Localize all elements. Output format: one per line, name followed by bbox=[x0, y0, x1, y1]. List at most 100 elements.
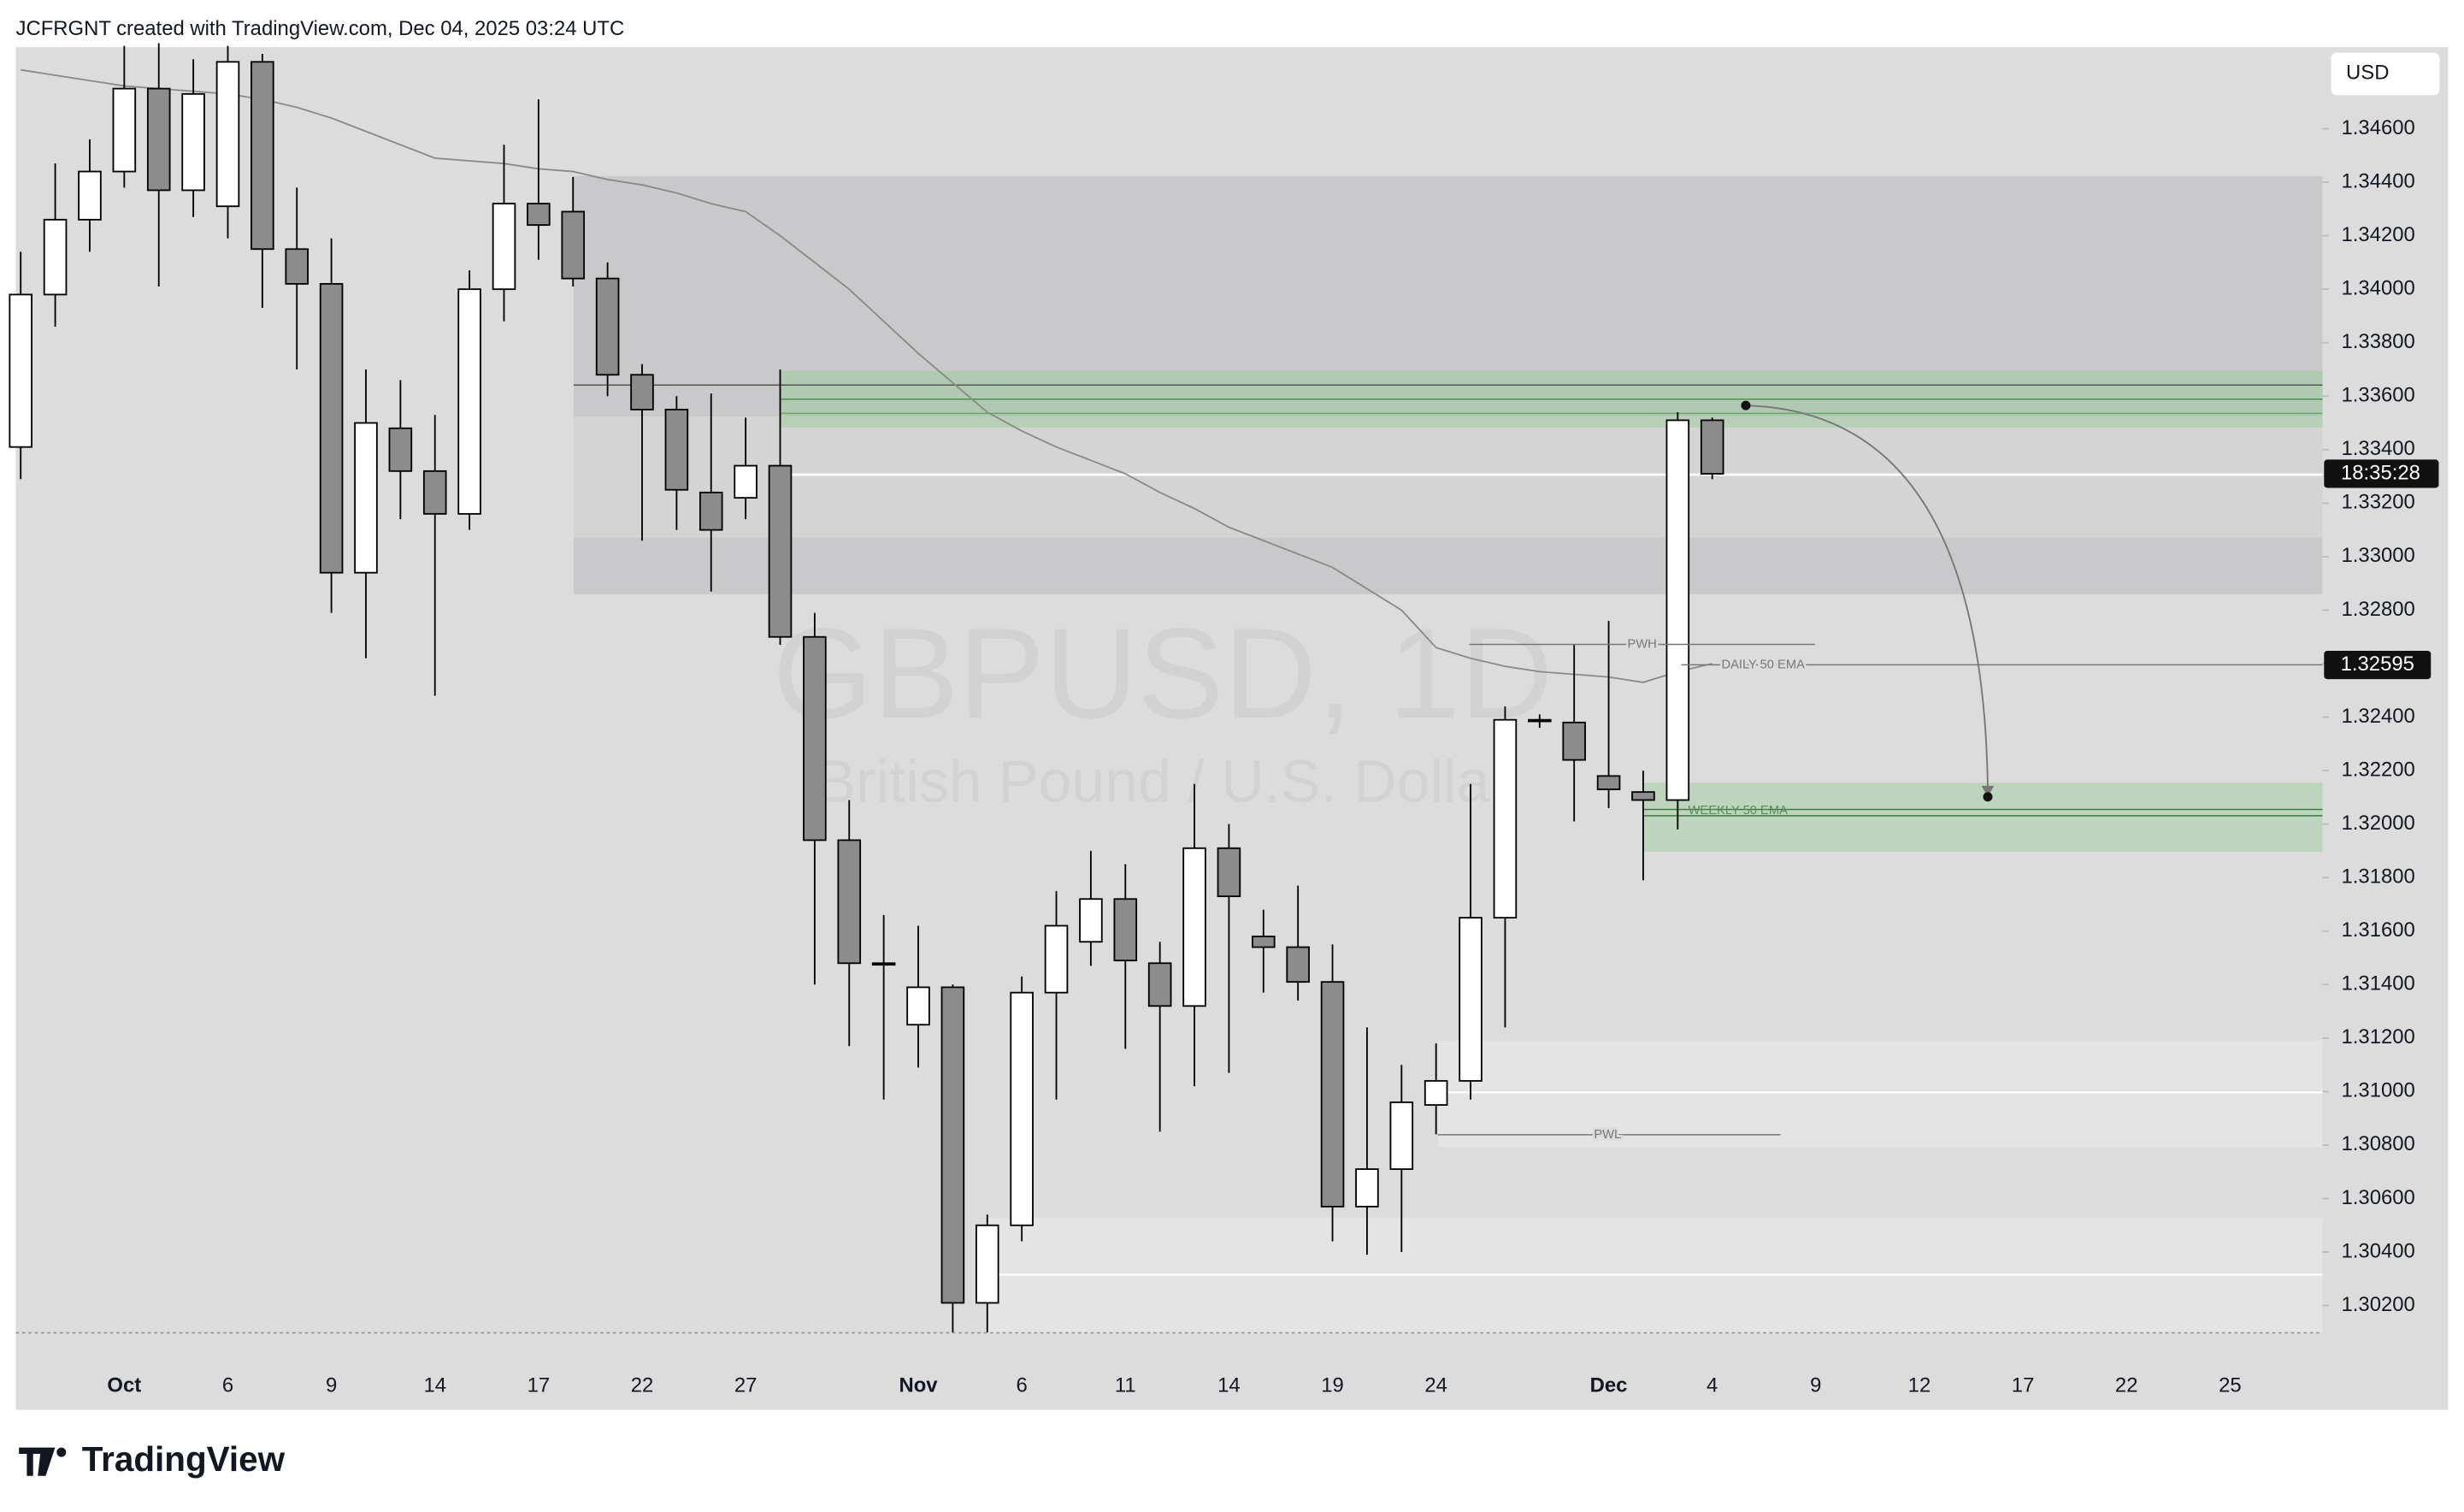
candle-body bbox=[457, 288, 481, 515]
x-tick-label: 11 bbox=[1115, 1373, 1136, 1397]
x-tick-label: Dec bbox=[1590, 1373, 1628, 1397]
candle-body bbox=[734, 464, 757, 499]
candle-body bbox=[492, 203, 516, 291]
y-tick-label: 1.30200 bbox=[2342, 1293, 2415, 1316]
candle-body bbox=[561, 210, 586, 280]
candle-body bbox=[1389, 1101, 1414, 1171]
y-tick-label: 1.31600 bbox=[2342, 918, 2415, 942]
x-tick-label: 25 bbox=[2219, 1373, 2242, 1397]
x-tick-label: 24 bbox=[1424, 1373, 1447, 1397]
light-zone bbox=[1437, 1040, 2323, 1148]
logo-dot bbox=[56, 1447, 67, 1457]
candle-body bbox=[1493, 718, 1518, 919]
candle-body bbox=[1113, 898, 1138, 962]
candle-body bbox=[1459, 917, 1483, 1082]
currency[interactable]: USD bbox=[2346, 62, 2389, 85]
candle-body bbox=[803, 635, 827, 842]
y-tick-label: 1.34000 bbox=[2342, 276, 2415, 299]
x-tick-label: Nov bbox=[899, 1373, 938, 1397]
x-tick-label: 9 bbox=[1810, 1373, 1821, 1397]
candle-body bbox=[906, 986, 930, 1026]
x-tick-label: 22 bbox=[631, 1373, 654, 1397]
y-tick-label: 1.30800 bbox=[2342, 1132, 2415, 1155]
axes: 1.34600 1.34400 1.34200 1.34000 1.33800 1.336… bbox=[107, 116, 2439, 1397]
y-tick-label: 1.33800 bbox=[2342, 330, 2415, 353]
candle-body bbox=[871, 962, 896, 966]
candle-body bbox=[1010, 991, 1034, 1226]
projection-arrow bbox=[1745, 405, 1989, 791]
ema-line bbox=[21, 68, 1712, 683]
countdown: 18:35:28 bbox=[2341, 461, 2420, 484]
candle-body bbox=[388, 427, 413, 472]
candle-body bbox=[319, 282, 344, 574]
pwl-label: PWL bbox=[1594, 1128, 1621, 1142]
candle-body bbox=[1044, 924, 1069, 994]
y-tick-label: 1.33400 bbox=[2342, 437, 2415, 460]
candle-body bbox=[940, 986, 965, 1304]
x-tick-label: 14 bbox=[1217, 1373, 1241, 1397]
candle-body bbox=[112, 87, 137, 173]
header: JCFRGNT created with TradingView.com, De… bbox=[16, 17, 625, 40]
candle-body bbox=[1286, 946, 1310, 983]
candle-body bbox=[837, 839, 862, 965]
candle-body bbox=[1252, 936, 1276, 948]
brand: TradingView bbox=[82, 1439, 286, 1479]
daily-ema-label: DAILY 50 EMA bbox=[1721, 658, 1805, 671]
candle-body bbox=[1528, 718, 1552, 723]
candle-body bbox=[1631, 791, 1655, 801]
candle-body bbox=[975, 1224, 999, 1304]
zones bbox=[15, 175, 2323, 1334]
x-tick-label: 22 bbox=[2115, 1373, 2138, 1397]
y-tick-label: 1.33000 bbox=[2342, 544, 2415, 567]
candle-body bbox=[9, 293, 32, 448]
candle-body bbox=[181, 92, 205, 192]
y-tick-label: 1.30600 bbox=[2342, 1186, 2415, 1209]
y-tick-label: 1.34400 bbox=[2342, 169, 2415, 192]
weekly-ema-label: WEEKLY 50 EMA bbox=[1689, 804, 1788, 818]
candle-body bbox=[215, 61, 240, 208]
y-tick-label: 1.30400 bbox=[2342, 1239, 2415, 1262]
candle-body bbox=[1217, 847, 1241, 898]
candle-body bbox=[1182, 847, 1206, 1007]
arrow-head bbox=[1981, 785, 1995, 797]
candle-body bbox=[1355, 1168, 1379, 1208]
candle-body bbox=[1320, 981, 1345, 1208]
demand-zone bbox=[1643, 783, 2323, 853]
candle-body bbox=[146, 87, 171, 192]
x-tick-label: 6 bbox=[1017, 1373, 1028, 1397]
arrow-start bbox=[1741, 400, 1751, 410]
countdown-box bbox=[2324, 459, 2439, 488]
candle-body bbox=[1147, 962, 1172, 1007]
y-tick-label: 1.31800 bbox=[2342, 865, 2415, 889]
x-tick-label: 4 bbox=[1707, 1373, 1718, 1397]
currency-box[interactable] bbox=[2329, 50, 2442, 97]
y-tick-label: 1.34600 bbox=[2342, 116, 2415, 139]
x-tick-label: 9 bbox=[326, 1373, 337, 1397]
candle-body bbox=[43, 218, 68, 296]
annotations: PWH DAILY 50 EMA WEEKLY 50 EMA PWL bbox=[1437, 400, 2323, 1144]
x-tick-label: Oct bbox=[107, 1373, 141, 1397]
candle-body bbox=[422, 470, 447, 515]
watermark: GBPUSD, 1D bbox=[773, 601, 1553, 745]
x-tick-label: 12 bbox=[1908, 1373, 1931, 1397]
watermark-subtitle: British Pound / U.S. Dollar bbox=[816, 747, 1510, 814]
candle-body bbox=[768, 464, 793, 638]
candle-body bbox=[78, 170, 102, 221]
y-tick-label: 1.34200 bbox=[2342, 223, 2415, 246]
y-tick-label: 1.31200 bbox=[2342, 1025, 2415, 1048]
candle-body bbox=[1700, 419, 1724, 475]
y-tick-label: 1.32000 bbox=[2342, 812, 2415, 835]
x-tick-label: 6 bbox=[222, 1373, 233, 1397]
y-tick-label: 1.31000 bbox=[2342, 1079, 2415, 1102]
logo-mark bbox=[19, 1447, 56, 1476]
inner-zone bbox=[573, 416, 2323, 538]
y-tick-label: 1.31400 bbox=[2342, 972, 2415, 995]
candle-body bbox=[699, 491, 723, 531]
y-tick-label: 1.33200 bbox=[2342, 491, 2415, 514]
arrow-end bbox=[1983, 792, 1993, 802]
x-tick-label: 17 bbox=[528, 1373, 551, 1397]
candle-body bbox=[595, 277, 620, 376]
candle-body bbox=[527, 203, 551, 227]
y-tick-label: 1.32400 bbox=[2342, 705, 2415, 728]
